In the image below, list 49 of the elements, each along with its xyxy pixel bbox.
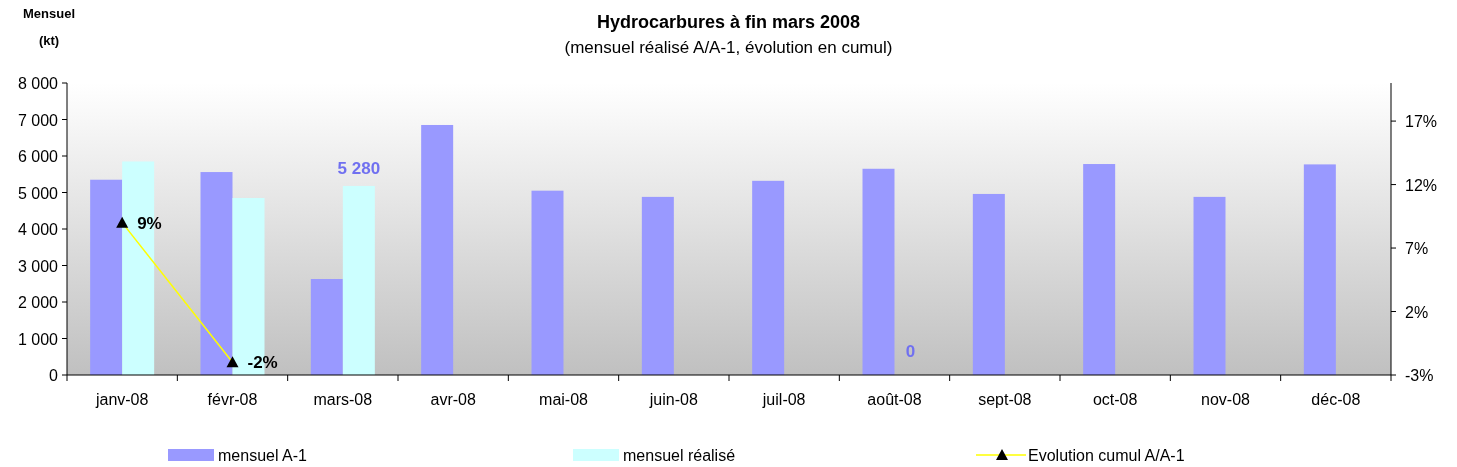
bar [421,124,454,375]
x-tick-label: août-08 [867,391,922,408]
x-tick-label: sept-08 [978,391,1032,408]
x-tick-label: nov-08 [1201,391,1251,408]
bar [90,179,123,375]
legend-label: mensuel réalisé [623,447,736,464]
y2-tick-label: 2% [1405,303,1429,321]
bar [972,193,1005,375]
bar [310,279,343,375]
bar [531,190,564,375]
y-tick-label: 7 000 [17,111,59,129]
y-tick-label: 8 000 [17,75,59,92]
legend-label: mensuel A-1 [218,447,308,464]
bar [1193,196,1226,375]
y2-tick-label: 7% [1405,240,1429,258]
y2-tick-label: 12% [1405,176,1438,194]
x-tick-label: mai-08 [539,391,589,408]
y-tick-label: 5 000 [17,184,59,202]
bar [752,180,785,375]
x-tick-label: oct-08 [1092,391,1138,408]
bar [641,196,674,375]
chart-title: Hydrocarbures à fin mars 2008 [596,12,861,32]
x-tick-label: janv-08 [94,391,149,408]
y-tick-label: 4 000 [17,221,59,238]
y-tick-label: 2 000 [17,294,59,311]
y-tick-label: 6 000 [17,148,59,165]
x-tick-label: mars-08 [313,391,373,408]
x-tick-label: juin-08 [648,391,698,408]
bar [1083,164,1116,375]
x-tick-label: juil-08 [761,391,806,408]
bar [342,185,375,375]
bar [200,172,233,375]
y2-tick-label: 17% [1405,113,1438,131]
y-tick-label: 3 000 [17,257,59,275]
annotation: 5 280 [337,159,381,179]
x-tick-label: févr-08 [207,391,258,408]
chart-subtitle: (mensuel réalisé A/A-1, évolution en cumul) [564,38,893,57]
data-label: 9% [137,213,162,233]
bar [862,168,895,375]
data-label: -2% [247,353,278,373]
y-tick-label: 1 000 [17,330,59,348]
x-tick-label: avr-08 [430,391,476,408]
annotation: 0 [905,342,916,361]
legend-label: Evolution cumul A/A-1 [1028,447,1185,464]
y-axis-title: Mensuel (kt) [22,6,76,48]
x-tick-label: déc-08 [1311,391,1361,408]
y2-tick-label: -3% [1405,367,1434,384]
bar [1303,164,1336,375]
y-tick-label: 0 [49,367,59,384]
